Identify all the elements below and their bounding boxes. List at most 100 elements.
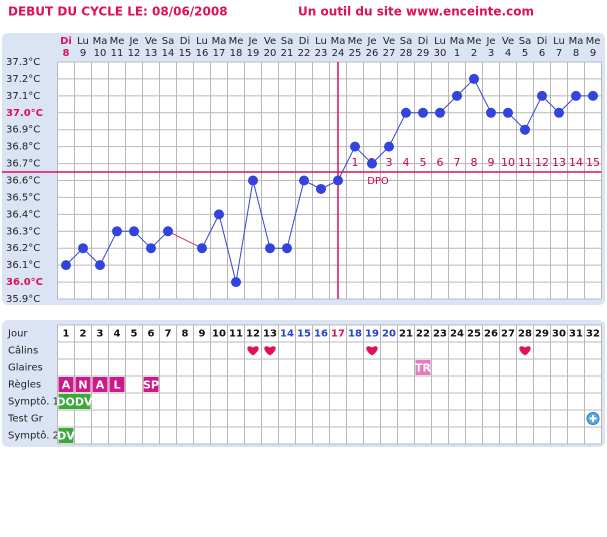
dpo-number: 11 [518,156,532,169]
dpo-number: 3 [386,156,393,169]
day-number: 29 [535,329,549,340]
x-tick-label: 29 [417,48,430,59]
x-tick-label: 6 [539,48,545,59]
x-tick-label: 26 [366,48,379,59]
day-number: 17 [331,329,345,340]
row-label: Symptô. 2 [8,430,59,442]
y-tick-label: 37.2°C [6,74,40,85]
row-label: Règles [8,379,41,391]
event-cell [143,377,159,392]
weekday-label: Ma [450,36,465,47]
dpo-number: 4 [403,156,410,169]
dpo-label: DPO [367,176,389,187]
y-tick-label: 36.7°C [6,159,40,170]
temperature-point [588,90,598,101]
day-number: 32 [586,329,600,340]
weekday-label: Lu [553,36,565,47]
day-number: 18 [348,329,362,340]
y-tick-label: 37.0°C [6,108,43,119]
y-tick-label: 36.8°C [6,142,40,153]
temperature-point [129,226,139,237]
weekday-label: Ve [383,36,395,47]
temperature-point [367,158,377,169]
day-number: 16 [314,329,328,340]
day-number: 28 [518,329,532,340]
heart [519,346,531,356]
x-tick-label: 10 [94,48,107,59]
x-tick-label: 24 [332,48,345,59]
event-text: N [78,379,87,392]
temperature-point [78,243,88,254]
dpo-number: 8 [471,156,478,169]
event-cell [58,428,74,443]
weekday-label: Di [60,36,72,47]
x-tick-label: 3 [488,48,494,59]
row-label: Câlins [8,345,38,357]
day-number: 25 [467,329,481,340]
x-tick-label: 13 [145,48,158,59]
y-tick-label: 36.0°C [6,277,43,288]
temperature-point [61,260,71,271]
weekday-label: Di [299,36,309,47]
weekday-label: Ve [145,36,157,47]
event-cell [415,360,431,375]
dpo-number: 10 [501,156,515,169]
temperature-point [333,175,343,186]
day-number: 20 [382,329,396,340]
x-tick-label: 17 [213,48,226,59]
test-icon-plus [589,415,597,422]
weekday-label: Je [485,36,495,47]
temperature-point [265,243,275,254]
y-tick-label: 37.1°C [6,91,40,102]
day-number: 4 [114,329,121,340]
weekday-label: Je [128,36,138,47]
weekday-label: Di [418,36,428,47]
heart [247,346,259,356]
x-tick-label: 27 [383,48,396,59]
event-text: DODV [56,396,93,409]
temperature-point [520,124,530,135]
day-number: 31 [569,329,583,340]
temperature-point [112,226,122,237]
day-number: 8 [182,329,189,340]
temperature-point [231,277,241,288]
x-tick-label: 21 [281,48,294,59]
y-tick-label: 36.5°C [6,192,40,203]
row-label: Glaires [8,363,43,374]
weekday-label: Je [366,36,376,47]
temperature-point [350,141,360,152]
temperature-point [452,90,462,101]
event-text: A [62,379,71,392]
temperature-point [384,141,394,152]
temperature-point [401,107,411,118]
temperature-point [146,243,156,254]
day-number: 6 [148,329,155,340]
event-text: L [113,379,120,392]
weekday-label: Sa [281,36,293,47]
dpo-number: 15 [586,156,600,169]
y-tick-label: 36.2°C [6,243,40,254]
day-number: 19 [365,329,379,340]
weekday-label: Ve [502,36,514,47]
event-text: SP [143,379,159,392]
weekday-label: Je [247,36,257,47]
heart [264,346,276,356]
day-number: 12 [246,329,260,340]
weekday-label: Sa [162,36,174,47]
temperature-point [537,90,547,101]
weekday-label: Sa [519,36,531,47]
weekday-label: Ve [264,36,276,47]
y-tick-label: 36.9°C [6,125,40,136]
weekday-label: Sa [400,36,412,47]
temperature-point [418,107,428,118]
day-number: 30 [552,329,566,340]
x-tick-label: 11 [111,48,124,59]
weekday-label: Me [110,36,125,47]
x-tick-label: 9 [80,48,86,59]
x-tick-label: 19 [247,48,260,59]
temperature-point [248,175,258,186]
event-cell [75,377,91,392]
temperature-point [503,107,513,118]
day-number: 23 [433,329,447,340]
